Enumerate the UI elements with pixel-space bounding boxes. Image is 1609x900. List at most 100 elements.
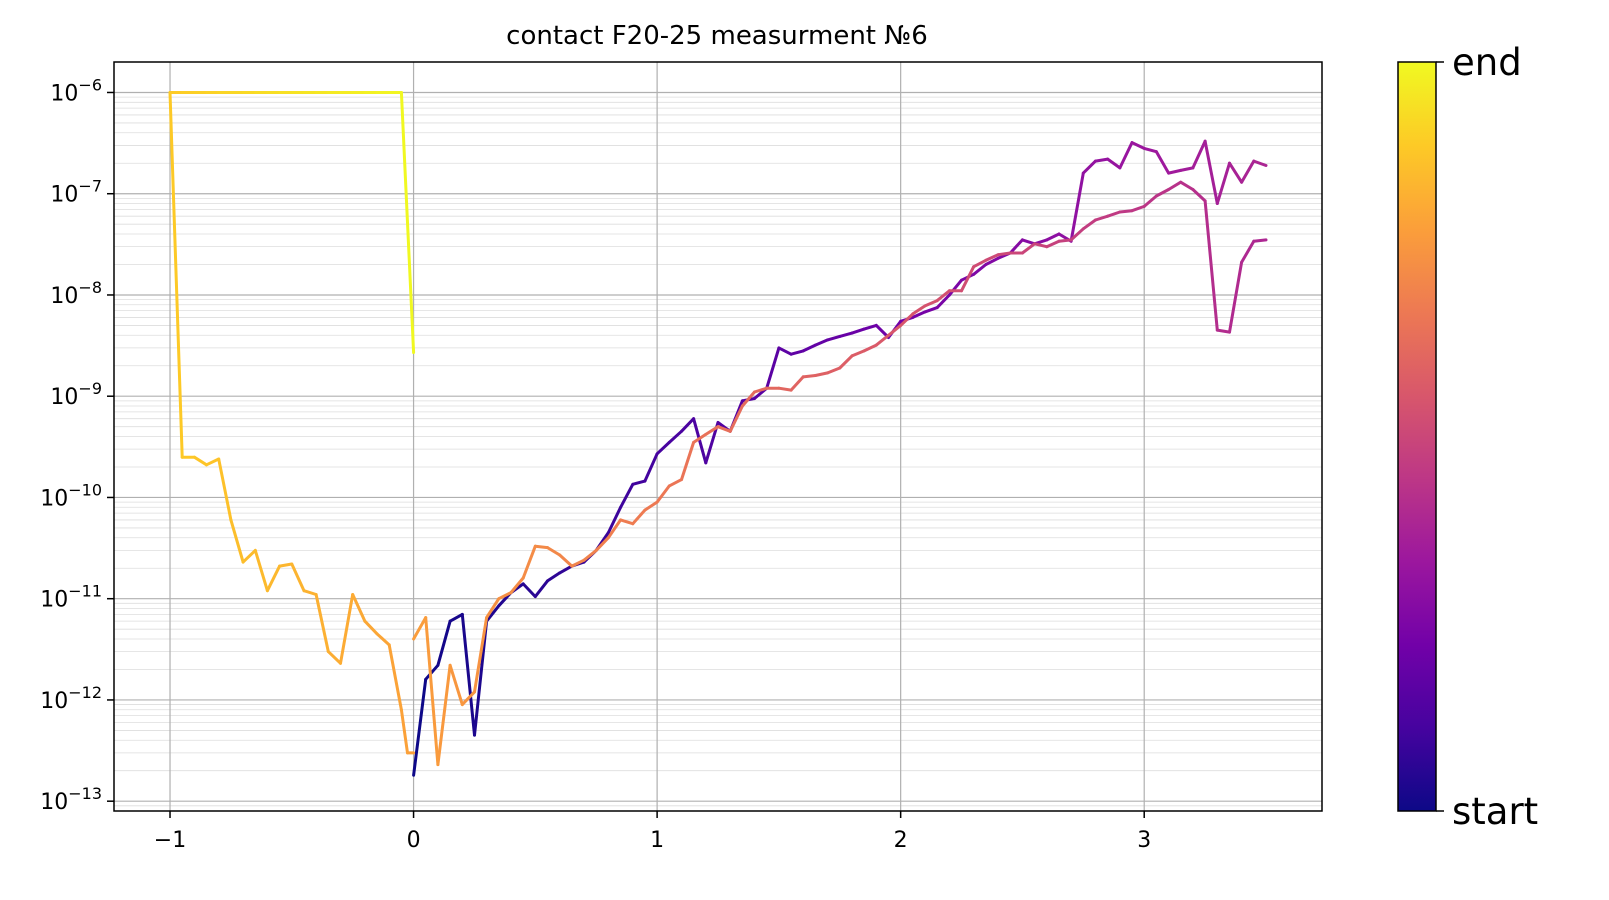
series-segment <box>314 593 330 654</box>
y-tick-label: 10−7 <box>50 177 102 208</box>
series-segment <box>972 258 988 269</box>
y-axis: 10−6 10−7 10−8 10−9 10−10 10−11 10−12 10−13 <box>40 75 114 815</box>
series-segment <box>1142 194 1158 208</box>
series-segment <box>424 663 440 681</box>
y-tick-label: 10−12 <box>40 683 102 714</box>
series-segment <box>278 562 294 568</box>
series-segment <box>1094 214 1110 222</box>
series-segment <box>521 582 537 599</box>
series-segment <box>1191 139 1207 170</box>
series-segment <box>485 604 501 623</box>
series-segment <box>704 425 720 436</box>
series-segment <box>326 650 342 665</box>
series-segment <box>570 558 586 568</box>
series-segment <box>1252 159 1268 167</box>
series-segment <box>168 91 184 459</box>
series-segment <box>801 343 817 353</box>
series-segment <box>265 564 282 593</box>
series-2 <box>412 180 1268 767</box>
series-segment <box>497 591 513 601</box>
x-tick-label: −1 <box>154 828 186 853</box>
series-segment <box>960 265 976 293</box>
series-segment <box>1057 238 1073 243</box>
series-segment <box>473 616 489 694</box>
series-segment <box>1033 242 1049 249</box>
series-segment <box>387 643 403 712</box>
series-segment <box>1252 238 1268 243</box>
series-segment <box>229 518 245 564</box>
series-segment <box>874 333 890 347</box>
series-segment <box>460 612 476 737</box>
series-segment <box>826 334 842 342</box>
series-segment <box>1081 218 1097 231</box>
y-tick-label: 10−6 <box>50 75 102 106</box>
series-segment <box>399 708 409 755</box>
series-segment <box>363 619 379 636</box>
series-segment <box>1215 161 1231 205</box>
series-segment <box>777 386 793 392</box>
series-segment <box>1154 150 1171 175</box>
series-segment <box>339 593 355 665</box>
series-segment <box>606 505 623 535</box>
series-segment <box>826 366 842 375</box>
series-segment <box>716 425 732 433</box>
series-segment <box>1203 199 1219 332</box>
series-segment <box>412 677 428 777</box>
series-segment <box>1118 209 1134 214</box>
series-segment <box>862 323 878 331</box>
series-segment <box>1203 139 1219 205</box>
series-3 <box>168 91 416 755</box>
series-segment <box>765 346 781 390</box>
series-segment <box>448 663 464 707</box>
series-segment <box>1240 239 1256 264</box>
series-segment <box>655 484 671 504</box>
series-segment <box>412 616 428 641</box>
y-tick-label: 10−11 <box>40 582 102 613</box>
colorbar-gradient <box>1397 61 1437 812</box>
series-segment <box>984 253 1000 262</box>
series-segment <box>680 440 696 482</box>
series-segment <box>606 518 623 540</box>
series-segment <box>838 331 854 338</box>
series-segment <box>655 440 671 456</box>
series-segment <box>680 417 696 433</box>
series-segment <box>850 327 866 335</box>
series-segment <box>253 548 269 593</box>
series-segment <box>558 564 574 575</box>
series-segment <box>631 479 647 486</box>
series-segment <box>509 576 525 595</box>
series-4 <box>168 91 416 354</box>
series-segment <box>923 299 939 308</box>
y-tick-label: 10−10 <box>40 480 102 511</box>
series-segment <box>1081 159 1097 175</box>
series-segment <box>1240 159 1256 184</box>
series-segment <box>911 310 927 319</box>
series-segment <box>205 457 221 467</box>
series-segment <box>1228 161 1244 184</box>
series-segment <box>643 452 659 483</box>
series-segment <box>1191 188 1207 203</box>
series-segment <box>619 518 635 526</box>
series-segment <box>643 500 659 512</box>
series-segment <box>1020 242 1037 255</box>
series-segment <box>777 346 793 356</box>
series-segment <box>947 278 963 297</box>
series-segment <box>1154 188 1171 198</box>
colorbar-label-end: end <box>1452 41 1522 84</box>
series-segment <box>813 338 830 347</box>
series-segment <box>290 562 306 593</box>
series-segment <box>667 478 683 488</box>
plot-area-frame <box>113 61 1323 812</box>
series-segment <box>838 354 854 370</box>
series-segment <box>485 597 501 620</box>
series-segment <box>1179 180 1195 191</box>
x-tick-label: 0 <box>407 828 421 853</box>
series-segment <box>692 432 708 444</box>
series-segment <box>1118 141 1134 170</box>
series-segment <box>667 429 683 444</box>
colorbar-label-start: start <box>1452 790 1538 833</box>
series-segment <box>972 263 988 276</box>
series-segment <box>594 536 610 552</box>
series-segment <box>192 455 208 467</box>
